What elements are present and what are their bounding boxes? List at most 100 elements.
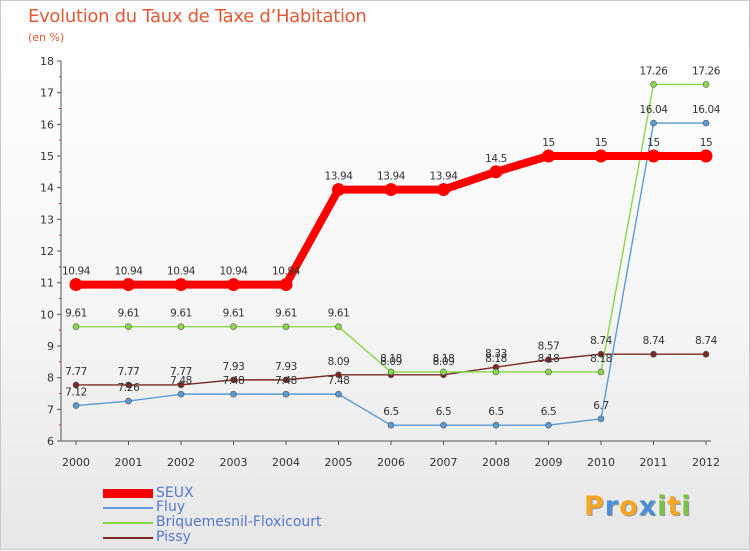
data-label: 8.74 bbox=[590, 335, 612, 347]
data-point bbox=[650, 119, 657, 127]
data-point bbox=[279, 278, 293, 292]
data-label: 7.48 bbox=[223, 375, 245, 387]
data-point bbox=[125, 397, 132, 405]
chart-unit-label: (en %) bbox=[28, 31, 65, 44]
data-point bbox=[335, 390, 342, 398]
legend-swatch bbox=[103, 489, 153, 498]
data-label: 9.61 bbox=[328, 308, 350, 320]
series-points bbox=[69, 81, 713, 429]
data-label: 6.7 bbox=[593, 400, 609, 412]
data-point bbox=[440, 368, 447, 376]
data-point bbox=[125, 323, 132, 330]
legend-item: SEUX bbox=[103, 486, 194, 501]
chart-title: Evolution du Taux de Taxe d’Habitation bbox=[28, 6, 367, 27]
y-tick-label: 18 bbox=[40, 55, 54, 68]
x-tick-label: 2008 bbox=[482, 456, 510, 469]
data-point bbox=[282, 323, 290, 330]
data-label: 15 bbox=[595, 137, 608, 149]
data-point bbox=[72, 402, 80, 409]
data-label: 7.26 bbox=[118, 382, 140, 394]
y-tick-label: 17 bbox=[40, 87, 54, 100]
x-tick-label: 2004 bbox=[272, 456, 300, 469]
data-label: 9.61 bbox=[170, 308, 192, 320]
data-point bbox=[227, 278, 240, 292]
data-point bbox=[122, 278, 135, 292]
data-label: 8.18 bbox=[590, 353, 612, 365]
data-point bbox=[177, 390, 185, 398]
data-label: 7.48 bbox=[170, 375, 192, 387]
data-point bbox=[597, 368, 605, 376]
proxiti-logo: Proxiti bbox=[584, 491, 692, 522]
x-tick-label: 2000 bbox=[62, 456, 90, 469]
data-label: 8.09 bbox=[328, 356, 350, 368]
data-point bbox=[437, 183, 450, 197]
data-point bbox=[699, 149, 713, 163]
data-label: 10.94 bbox=[272, 266, 301, 278]
data-point bbox=[702, 81, 710, 88]
data-label: 6.5 bbox=[488, 406, 504, 418]
data-label: 8.33 bbox=[485, 348, 507, 360]
y-tick-label: 7 bbox=[47, 403, 54, 416]
data-label: 17.26 bbox=[639, 65, 668, 77]
data-point bbox=[492, 421, 500, 429]
data-label: 7.48 bbox=[275, 375, 297, 387]
data-point bbox=[125, 381, 132, 389]
data-point bbox=[650, 81, 657, 88]
y-tick-label: 6 bbox=[47, 435, 54, 448]
y-tick-label: 16 bbox=[40, 118, 54, 131]
legend-swatch bbox=[103, 521, 153, 524]
data-label: 8.18 bbox=[380, 353, 402, 365]
x-tick-label: 2002 bbox=[167, 456, 195, 469]
data-point bbox=[597, 350, 605, 358]
data-label: 7.93 bbox=[275, 361, 297, 373]
data-point bbox=[597, 415, 605, 423]
data-point bbox=[230, 323, 237, 330]
data-label: 7.93 bbox=[223, 361, 245, 373]
data-point bbox=[702, 350, 710, 358]
data-label: 8.18 bbox=[433, 353, 455, 365]
legend-item: Briquemesnil-Floxicourt bbox=[103, 515, 322, 530]
x-tick-label: 2001 bbox=[115, 456, 143, 469]
x-tick-label: 2006 bbox=[377, 456, 405, 469]
data-point bbox=[440, 421, 447, 429]
data-label: 8.74 bbox=[643, 335, 665, 347]
data-point bbox=[492, 368, 500, 376]
data-label: 7.77 bbox=[170, 366, 192, 378]
x-tick-label: 2012 bbox=[692, 456, 720, 469]
data-label: 7.77 bbox=[65, 366, 87, 378]
data-label: 10.94 bbox=[219, 266, 248, 278]
data-label: 16.04 bbox=[639, 104, 668, 116]
data-point bbox=[545, 421, 552, 429]
value-labels: 7.77 7.77 7.77 7.93 7.93 8.09 8.09 8.09 8.33 8.57… bbox=[62, 65, 721, 418]
legend-item: Pissy bbox=[103, 530, 191, 545]
x-tick-label: 2010 bbox=[587, 456, 615, 469]
data-point bbox=[335, 371, 342, 379]
legend-label: Pissy bbox=[156, 529, 191, 545]
data-label: 15 bbox=[700, 137, 713, 149]
data-label: 8.18 bbox=[485, 353, 507, 365]
data-point bbox=[282, 376, 290, 384]
y-tick-label: 13 bbox=[40, 213, 54, 226]
data-label: 7.12 bbox=[65, 387, 87, 399]
data-point bbox=[702, 119, 710, 127]
data-label: 9.61 bbox=[223, 308, 245, 320]
data-point bbox=[335, 323, 342, 330]
data-label: 15 bbox=[647, 137, 660, 149]
data-label: 8.74 bbox=[695, 335, 717, 347]
data-point bbox=[332, 183, 345, 197]
data-label: 14.5 bbox=[485, 153, 507, 165]
data-label: 7.77 bbox=[118, 366, 140, 378]
data-label: 13.94 bbox=[377, 171, 406, 183]
data-label: 10.94 bbox=[167, 266, 196, 278]
data-point bbox=[69, 278, 83, 292]
data-label: 9.61 bbox=[275, 308, 297, 320]
data-label: 16.04 bbox=[692, 104, 721, 116]
data-label: 8.18 bbox=[538, 353, 560, 365]
data-point bbox=[387, 421, 395, 429]
data-point bbox=[489, 165, 503, 179]
data-point bbox=[650, 350, 657, 358]
x-tick-label: 2007 bbox=[430, 456, 458, 469]
legend-label: SEUX bbox=[156, 485, 194, 501]
